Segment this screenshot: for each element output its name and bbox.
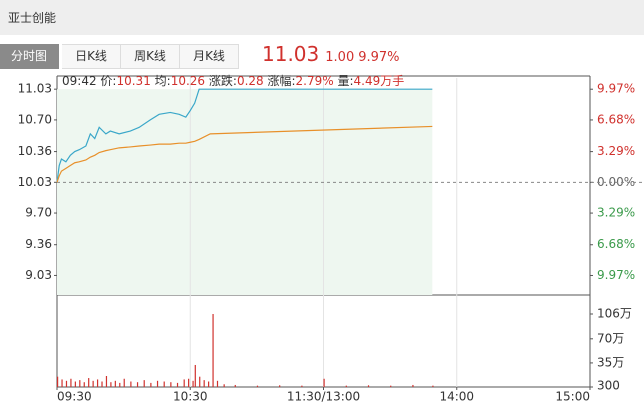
y2-tick-label: 6.68% [597,237,635,251]
volume-bar [192,380,194,387]
area-fill [57,89,433,295]
x-tick-label: 15:00 [555,390,590,404]
volume-bar [208,381,210,387]
x-tick-label: 09:30 [57,390,92,404]
series-line [56,125,433,183]
volume-bar [170,382,172,387]
volume-bar [183,379,185,387]
info-line: 09:42 价:10.31 均:10.26 涨跌:0.28 涨幅:2.79% 量… [62,73,404,88]
volume-bar [65,380,68,387]
info-value: 10.26 [171,74,205,88]
quote: 11.03 1.00 9.97% [262,42,404,66]
volume-bar [70,378,72,387]
volume-bar [88,378,90,387]
volume-bar [188,378,190,387]
volume-bar [279,385,281,387]
stock-name: 亚士创能 [8,11,57,25]
tab-bar: 分时图 日K线 周K线 月K线 [0,44,239,69]
volume-bar [194,364,196,387]
volume-bar [216,380,219,387]
y-tick-label: 10.70 [18,112,52,126]
info-time: 09:42 [62,74,97,88]
y-tick-label: 35万 [597,355,624,369]
y2-tick-label: 3.29% [597,206,635,220]
y2-tick-label: 9.97% [597,268,635,282]
y-tick-label: 10.03 [18,175,52,189]
y2-tick-label: 6.68% [597,112,635,126]
info-label: 均: [155,74,171,88]
tab[interactable]: 周K线 [121,44,180,69]
volume-bar [110,382,112,387]
y-tick-label: 9.70 [25,206,52,220]
volume-bar [83,382,85,387]
volume-bar [412,384,414,387]
y-tick-label: 70万 [597,331,624,345]
volume-bar [123,378,125,387]
y2-tick-label: 3.29% [597,144,635,158]
header-bar: 亚士创能 [0,0,644,35]
tab[interactable]: 月K线 [180,44,239,69]
volume-bar [74,381,76,387]
volume-bar [203,380,205,387]
change: 1.00 [325,50,355,65]
y-tick-label: 10.36 [18,144,52,158]
volume-bar [136,382,139,387]
volume-bar [367,385,370,387]
info-value: 2.79% [296,74,334,88]
volume-bar [223,384,225,387]
volume-bar [61,379,63,387]
volume-bar [79,380,81,387]
x-tick-label: 11:30/13:00 [287,390,360,404]
info-label: 涨跌: [209,73,237,88]
x-tick-label: 10:30 [173,390,208,404]
info-label: 量: [337,74,353,88]
y-tick-label: 11.03 [18,82,52,96]
price: 11.03 [262,42,320,66]
volume-bar [390,385,392,387]
info-label: 涨幅: [267,73,295,88]
volume-bar [212,314,214,387]
y-tick-label: 9.03 [25,268,52,282]
volume-bar [119,382,121,387]
volume-bar [92,380,94,387]
volume-bar [234,384,236,387]
tab[interactable]: 分时图 [0,44,59,69]
volume-bar [432,385,434,387]
volume-bar [130,381,132,387]
info-value: 4.49万手 [354,74,405,88]
volume-bar [256,385,259,387]
info-value: 10.31 [116,74,150,88]
volume-bar [105,376,108,387]
volume-bar [150,382,152,387]
y2-tick-label: 9.97% [597,82,635,96]
change-pct: 9.97% [358,50,400,65]
volume-bar [114,380,116,387]
y-tick-label: 9.36 [25,237,52,251]
y-tick-label: 106万 [597,307,632,321]
volume-bar [199,376,201,387]
x-tick-label: 14:00 [439,390,474,404]
tab[interactable]: 日K线 [62,44,121,69]
volume-bar [345,385,347,387]
y-tick-label: 300 [597,379,620,393]
volume-bar [101,381,103,387]
volume-bar [156,380,159,387]
volume-bar [96,379,99,387]
volume-bar [143,380,145,387]
volume-bar [57,376,59,387]
volume-bar [176,382,179,387]
info-value: 0.28 [237,74,264,88]
volume-bar [163,381,165,387]
series-line [56,88,433,183]
volume-bar [301,385,303,387]
info-label: 价: [100,74,116,88]
volume-bar [323,378,325,387]
